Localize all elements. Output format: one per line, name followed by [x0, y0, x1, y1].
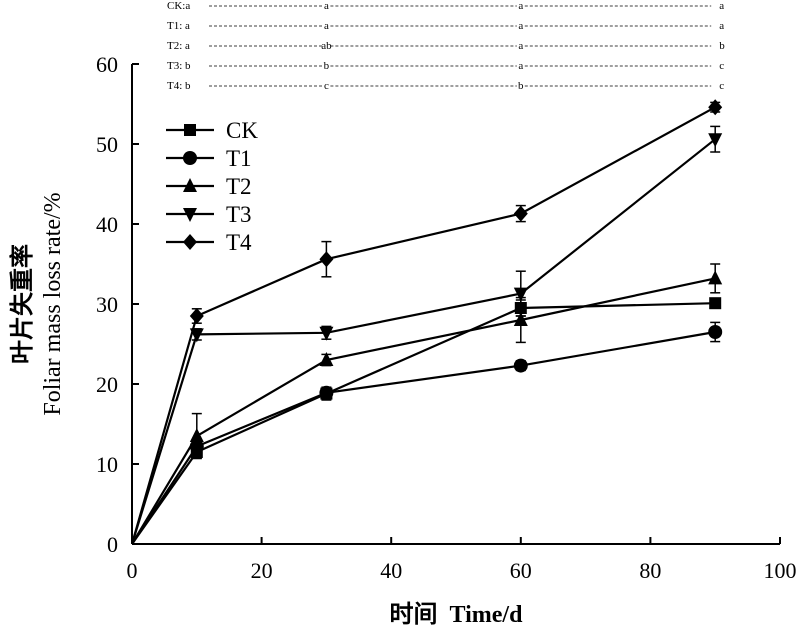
significance-row-label: CK:a [167, 0, 190, 12]
y-axis-title-cn: 叶片失重率 [8, 244, 36, 364]
legend-label: T1 [226, 146, 252, 171]
y-tick-label: 0 [107, 532, 118, 557]
y-tick-label: 50 [96, 132, 118, 157]
significance-letter: b [719, 40, 725, 52]
significance-letter: b [518, 80, 524, 92]
legend-label: T4 [226, 230, 252, 255]
data-point-t4 [189, 308, 204, 324]
x-axis-title: 时间 Time/d [390, 601, 524, 628]
significance-letter: a [518, 60, 523, 72]
data-point-t4 [319, 251, 334, 268]
data-point-t3 [319, 326, 334, 341]
series-lines [130, 106, 716, 545]
legend-label: CK [226, 118, 258, 143]
series-line-t2 [131, 277, 716, 545]
significance-letter: a [518, 40, 523, 52]
data-markers [189, 99, 723, 458]
significance-letter: a [518, 20, 523, 32]
significance-row-label: T2: a [167, 40, 190, 52]
series-line-t1 [131, 330, 716, 545]
data-point-t4 [708, 99, 723, 116]
data-point-t2 [513, 312, 528, 326]
x-tick-label: 40 [380, 558, 402, 583]
data-point-ck [709, 297, 722, 310]
x-axis-ticks: 0 20 40 60 80 100 [127, 537, 797, 583]
y-axis-title-en: Foliar mass loss rate/% [40, 192, 66, 415]
legend: CK T1 T2 T3 T4 [166, 118, 258, 255]
data-point-t4 [513, 205, 528, 222]
y-axis-ticks: 0 10 20 30 40 50 60 [96, 52, 139, 557]
data-point-t3 [708, 133, 723, 148]
significance-row-label: T1: a [167, 20, 190, 32]
y-tick-label: 30 [96, 292, 118, 317]
legend-marker [183, 208, 197, 222]
legend-label: T3 [226, 202, 252, 227]
data-point-ck [514, 302, 527, 314]
y-tick-label: 10 [96, 452, 118, 477]
data-point-t1 [189, 439, 204, 454]
data-point-t2 [189, 428, 204, 442]
legend-label: T2 [226, 174, 252, 199]
data-point-t1 [513, 358, 528, 373]
data-point-t3 [513, 287, 528, 302]
significance-letter: c [719, 60, 724, 72]
significance-letter: ab [321, 40, 332, 52]
significance-letter: a [324, 0, 329, 12]
significance-letter: c [324, 80, 329, 92]
error-bars [191, 101, 721, 460]
x-tick-label: 100 [764, 558, 797, 583]
data-point-t2 [319, 352, 334, 366]
significance-row-label: T4: b [167, 80, 191, 92]
significance-letter: a [719, 0, 724, 12]
data-point-t2 [708, 270, 723, 285]
series-line-t4 [130, 106, 716, 545]
legend-marker [183, 178, 197, 192]
x-tick-label: 80 [639, 558, 661, 583]
x-tick-label: 60 [510, 558, 532, 583]
data-point-t1 [708, 325, 723, 339]
significance-letter: c [719, 80, 724, 92]
x-tick-label: 0 [127, 558, 138, 583]
significance-letter: a [518, 0, 523, 12]
x-tick-label: 20 [251, 558, 273, 583]
legend-marker [183, 151, 197, 165]
significance-letter: a [324, 20, 329, 32]
y-tick-label: 20 [96, 372, 118, 397]
significance-row-label: T3: b [167, 60, 191, 72]
significance-letter: b [324, 60, 330, 72]
legend-marker [183, 234, 197, 250]
series-line-t3 [130, 138, 716, 545]
legend-marker [184, 124, 196, 136]
y-tick-label: 60 [96, 52, 118, 77]
data-point-t1 [319, 385, 334, 400]
y-tick-label: 40 [96, 212, 118, 237]
significance-letter: a [719, 20, 724, 32]
data-point-t3 [189, 328, 204, 343]
